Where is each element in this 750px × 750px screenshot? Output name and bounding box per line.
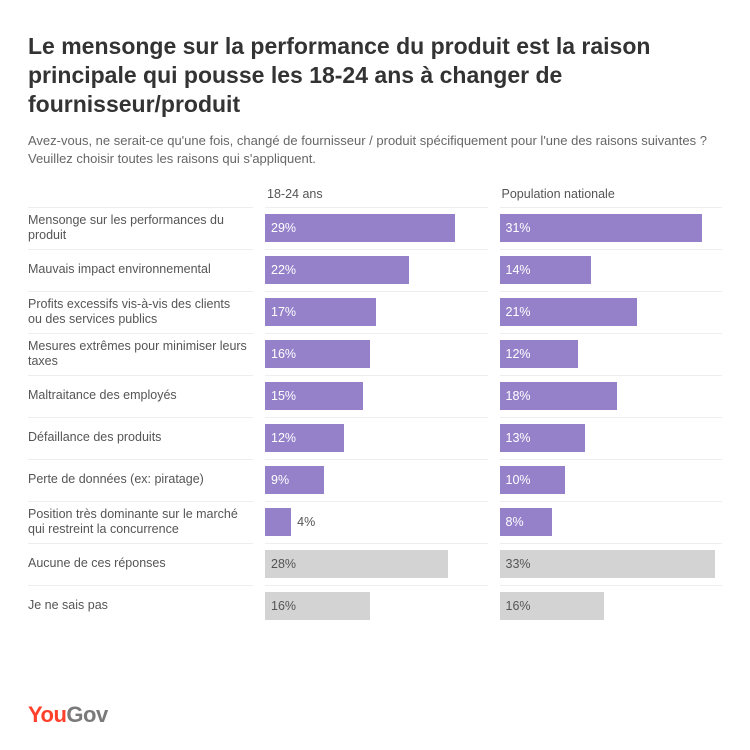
bar: 21% <box>500 298 637 326</box>
bar: 31% <box>500 214 703 242</box>
bar: 16% <box>500 592 605 620</box>
bar-cell: 21% <box>500 291 723 333</box>
row-label: Défaillance des produits <box>28 417 253 459</box>
bar: 33% <box>500 550 716 578</box>
bar-cell: 17% <box>265 291 488 333</box>
bar-cell: 16% <box>500 585 723 627</box>
bar-cell: 4% <box>265 501 488 543</box>
bar: 13% <box>500 424 585 452</box>
bar: 12% <box>500 340 579 368</box>
logo-part-gov: Gov <box>66 702 107 727</box>
row-label: Je ne sais pas <box>28 585 253 627</box>
bar-cell: 16% <box>265 585 488 627</box>
row-label: Aucune de ces réponses <box>28 543 253 585</box>
bar: 16% <box>265 592 370 620</box>
bar-cell: 29% <box>265 207 488 249</box>
row-label: Profits excessifs vis-à-vis des clients … <box>28 291 253 333</box>
bar-cell: 10% <box>500 459 723 501</box>
logo-part-you: You <box>28 702 66 727</box>
row-label: Mauvais impact environnemental <box>28 249 253 291</box>
bar: 12% <box>265 424 344 452</box>
chart-title: Le mensonge sur la performance du produi… <box>28 32 722 118</box>
bar: 10% <box>500 466 565 494</box>
bar: 15% <box>265 382 363 410</box>
bar-cell: 12% <box>265 417 488 459</box>
column-header-2: Population nationale <box>500 187 723 207</box>
bar-cell: 22% <box>265 249 488 291</box>
bar: 16% <box>265 340 370 368</box>
bar: 4% <box>265 508 291 536</box>
bar: 18% <box>500 382 618 410</box>
bar-cell: 18% <box>500 375 723 417</box>
bar: 22% <box>265 256 409 284</box>
chart-subtitle: Avez-vous, ne serait-ce qu'une fois, cha… <box>28 132 722 168</box>
column-header-1: 18-24 ans <box>265 187 488 207</box>
bar: 8% <box>500 508 552 536</box>
bar-cell: 8% <box>500 501 723 543</box>
bar-value-label: 4% <box>291 515 315 529</box>
bar-cell: 12% <box>500 333 723 375</box>
bar: 14% <box>500 256 592 284</box>
bar-chart: 18-24 ans Population nationale Mensonge … <box>28 187 722 627</box>
row-label: Mesures extrêmes pour minimiser leurs ta… <box>28 333 253 375</box>
bar-cell: 13% <box>500 417 723 459</box>
bar-cell: 28% <box>265 543 488 585</box>
row-label: Mensonge sur les performances du produit <box>28 207 253 249</box>
bar-cell: 16% <box>265 333 488 375</box>
bar-cell: 15% <box>265 375 488 417</box>
bar: 29% <box>265 214 455 242</box>
yougov-logo: YouGov <box>28 702 108 728</box>
row-label: Maltraitance des employés <box>28 375 253 417</box>
bar-cell: 33% <box>500 543 723 585</box>
row-label: Position très dominante sur le marché qu… <box>28 501 253 543</box>
bar: 28% <box>265 550 448 578</box>
row-label: Perte de données (ex: piratage) <box>28 459 253 501</box>
bar-cell: 31% <box>500 207 723 249</box>
bar-cell: 9% <box>265 459 488 501</box>
bar: 9% <box>265 466 324 494</box>
bar: 17% <box>265 298 376 326</box>
bar-cell: 14% <box>500 249 723 291</box>
